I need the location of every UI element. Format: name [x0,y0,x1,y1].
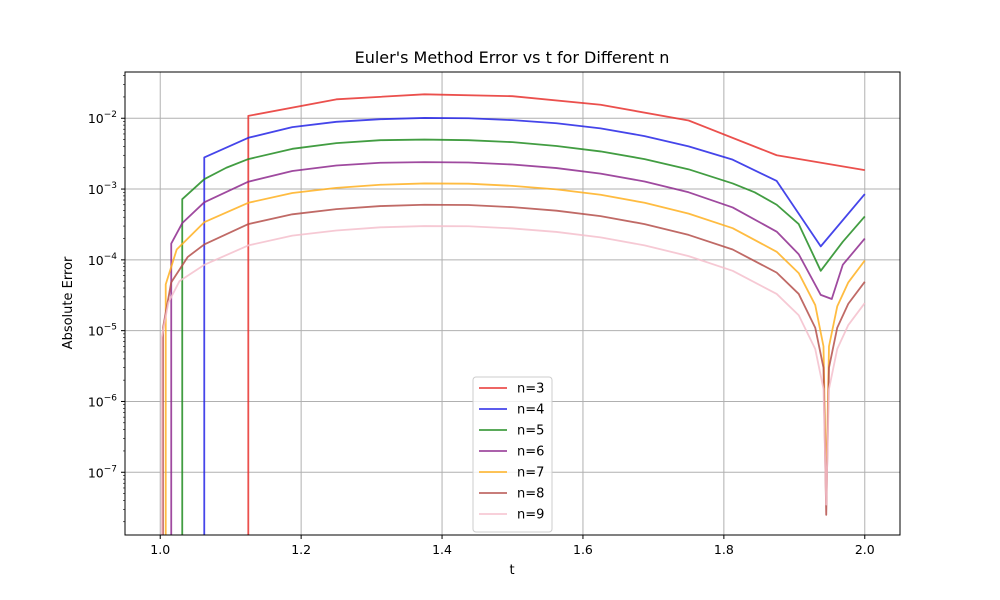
axes-layer: 1.0 1.2 1.4 1.6 1.8 2.0 10−7 10−6 10−5 10−4 10−3 10… [88,71,901,557]
x-axis-label: t [509,563,514,578]
legend-label: n=4 [517,403,544,418]
y-tick-label: 10−3 [88,181,117,197]
legend-label: n=3 [517,382,544,397]
y-tick-label: 10−4 [88,252,117,268]
x-tick-label: 1.0 [150,542,170,557]
x-tick-label: 1.4 [432,542,452,557]
y-tick-label: 10−6 [88,393,117,409]
chart-title: Euler's Method Error vs t for Different … [355,48,670,67]
legend-label: n=8 [517,487,544,502]
series-line-n-6 [170,161,866,535]
y-tick-label: 10−5 [88,323,117,339]
series-line-n-3 [247,93,865,535]
legend-label: n=5 [517,424,544,439]
series-line-n-4 [203,117,866,535]
x-tick-label: 1.8 [714,542,734,557]
x-tick-label: 1.6 [573,542,593,557]
legend-label: n=6 [517,445,544,460]
y-tick-label: 10−7 [88,464,117,480]
series-layer [160,93,866,535]
x-tick-label: 2.0 [855,542,875,557]
legend: n=3 n=4 n=5 n=6 n=7 n=8 n=9 [472,376,553,533]
y-tick-label: 10−2 [88,110,117,126]
plot-frame [124,71,901,536]
series-line-n-5 [181,138,866,535]
legend-label: n=7 [517,466,544,481]
legend-label: n=9 [517,508,544,523]
x-tick-label: 1.2 [291,542,311,557]
y-axis-label: Absolute Error [61,256,76,349]
series-line-n-9 [160,225,866,535]
